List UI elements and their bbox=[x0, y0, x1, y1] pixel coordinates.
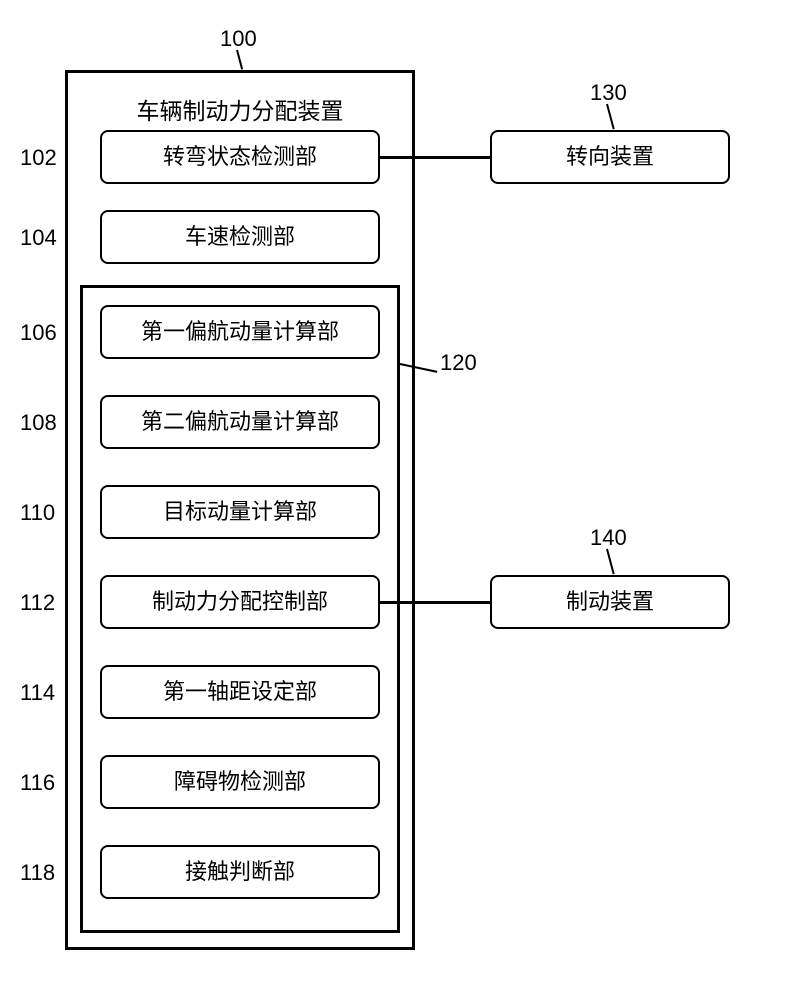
block-label: 第一偏航动量计算部 bbox=[141, 318, 339, 347]
ref-label-120: 120 bbox=[440, 350, 477, 376]
ref-label-130: 130 bbox=[590, 80, 627, 106]
block-label: 制动装置 bbox=[566, 588, 654, 617]
outer-container-title: 车辆制动力分配装置 bbox=[90, 92, 390, 126]
block-brake-device: 制动装置 bbox=[490, 575, 730, 629]
block-label: 车速检测部 bbox=[185, 223, 295, 252]
connector-102-130 bbox=[380, 156, 490, 159]
ref-label-104: 104 bbox=[20, 225, 57, 251]
ref-label-118: 118 bbox=[20, 860, 55, 886]
block-label: 障碍物检测部 bbox=[174, 768, 306, 797]
block-target-moment-calc: 目标动量计算部 bbox=[100, 485, 380, 539]
block-contact-judgment: 接触判断部 bbox=[100, 845, 380, 899]
ref-line-130 bbox=[606, 104, 615, 130]
ref-label-100: 100 bbox=[220, 26, 257, 52]
ref-line-100 bbox=[236, 50, 243, 70]
ref-label-112: 112 bbox=[20, 590, 55, 616]
ref-label-116: 116 bbox=[20, 770, 55, 796]
ref-label-102: 102 bbox=[20, 145, 57, 171]
block-label: 目标动量计算部 bbox=[163, 498, 317, 527]
block-steering-device: 转向装置 bbox=[490, 130, 730, 184]
ref-label-114: 114 bbox=[20, 680, 55, 706]
block-label: 接触判断部 bbox=[185, 858, 295, 887]
ref-label-108: 108 bbox=[20, 410, 57, 436]
ref-label-140: 140 bbox=[590, 525, 627, 551]
block-obstacle-detection: 障碍物检测部 bbox=[100, 755, 380, 809]
block-label: 制动力分配控制部 bbox=[152, 588, 328, 617]
block-first-yaw-moment-calc: 第一偏航动量计算部 bbox=[100, 305, 380, 359]
connector-112-140 bbox=[380, 601, 490, 604]
ref-label-106: 106 bbox=[20, 320, 57, 346]
block-label: 第二偏航动量计算部 bbox=[141, 408, 339, 437]
block-turning-state-detection: 转弯状态检测部 bbox=[100, 130, 380, 184]
ref-label-110: 110 bbox=[20, 500, 55, 526]
block-speed-detection: 车速检测部 bbox=[100, 210, 380, 264]
ref-line-140 bbox=[606, 549, 615, 575]
block-label: 转弯状态检测部 bbox=[163, 143, 317, 172]
block-label: 第一轴距设定部 bbox=[163, 678, 317, 707]
block-first-wheelbase-setting: 第一轴距设定部 bbox=[100, 665, 380, 719]
block-brake-force-distribution-control: 制动力分配控制部 bbox=[100, 575, 380, 629]
block-second-yaw-moment-calc: 第二偏航动量计算部 bbox=[100, 395, 380, 449]
block-label: 转向装置 bbox=[566, 143, 654, 172]
